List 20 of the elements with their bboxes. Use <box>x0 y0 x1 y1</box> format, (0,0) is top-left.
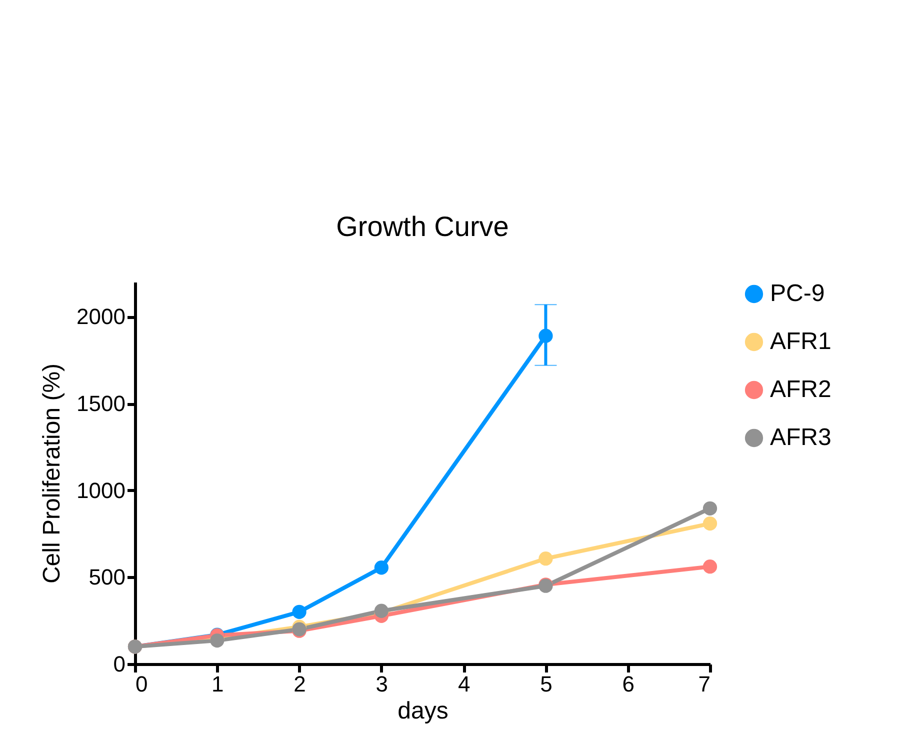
y-tick-label: 2000 <box>76 304 126 330</box>
y-tick-label: 1500 <box>76 391 126 416</box>
y-tick-label: 1000 <box>76 478 126 503</box>
x-axis-title: days <box>398 698 448 724</box>
x-tick-label: 4 <box>458 672 470 696</box>
x-tick-label: 3 <box>376 672 388 696</box>
chart-title: Growth Curve <box>336 211 509 242</box>
x-tick-label: 5 <box>540 672 552 696</box>
x-tick-label: 7 <box>698 672 710 696</box>
x-tick-label: 1 <box>212 672 224 696</box>
x-tick-label: 0 <box>136 672 148 696</box>
y-tick-label: 0 <box>113 652 126 676</box>
y-axis-title: Cell Proliferation (%) <box>38 363 66 584</box>
legend-label: AFR1 <box>770 328 832 355</box>
legend-label: AFR3 <box>770 424 832 451</box>
legend-label: AFR2 <box>770 376 832 403</box>
legend-label: PC-9 <box>770 280 825 307</box>
x-tick-label: 6 <box>622 672 634 696</box>
x-tick-label: 2 <box>294 672 306 696</box>
y-tick-label: 500 <box>88 564 126 590</box>
